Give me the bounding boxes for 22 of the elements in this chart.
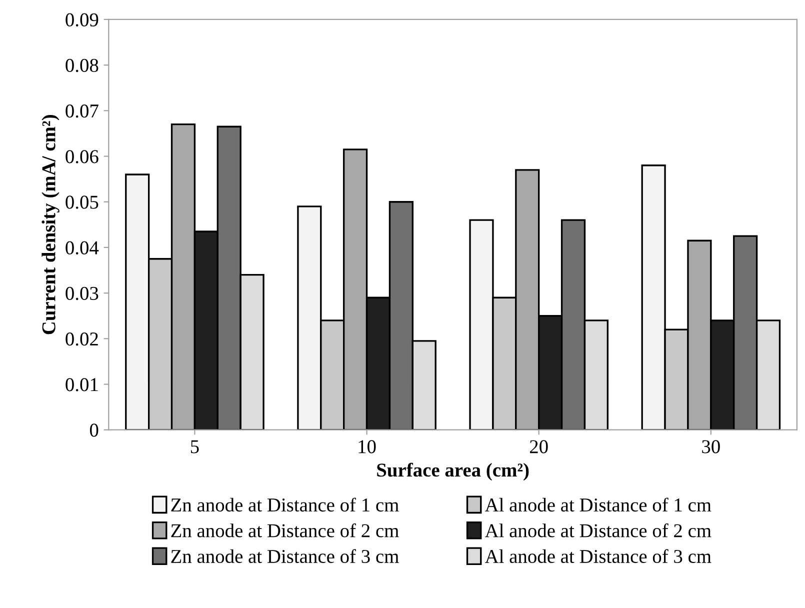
- y-tick-label: 0.04: [66, 241, 99, 254]
- y-tick-label: 0.07: [66, 104, 98, 118]
- x-tick-label: 30: [702, 440, 720, 454]
- y-tick-label: 0.08: [66, 58, 98, 72]
- y-axis-title: Current density (mA/ cm²): [42, 115, 60, 334]
- legend-label: Zn anode at Distance of 2 cm: [171, 523, 399, 538]
- legend-label: Al anode at Distance of 2 cm: [484, 523, 712, 538]
- legend-label: Zn anode at Distance of 3 cm: [171, 549, 399, 564]
- x-tick-label: 5: [190, 440, 199, 454]
- y-tick-label: 0.02: [66, 332, 98, 346]
- x-axis-title: Surface area (cm²): [377, 462, 529, 481]
- y-tick-label: 0.03: [66, 286, 98, 300]
- x-tick-label: 20: [530, 440, 548, 454]
- y-tick-label: 0.09: [66, 13, 98, 26]
- legend-label: Al anode at Distance of 3 cm: [484, 549, 712, 564]
- y-tick-label: 0.06: [66, 150, 98, 164]
- y-tick-label: 0: [90, 424, 98, 437]
- legend-label: Al anode at Distance of 1 cm: [484, 498, 712, 512]
- y-tick-label: 0.05: [66, 196, 98, 209]
- y-tick-label: 0.01: [66, 378, 98, 392]
- x-tick-label: 10: [358, 440, 376, 454]
- legend-label: Zn anode at Distance of 1 cm: [171, 498, 399, 512]
